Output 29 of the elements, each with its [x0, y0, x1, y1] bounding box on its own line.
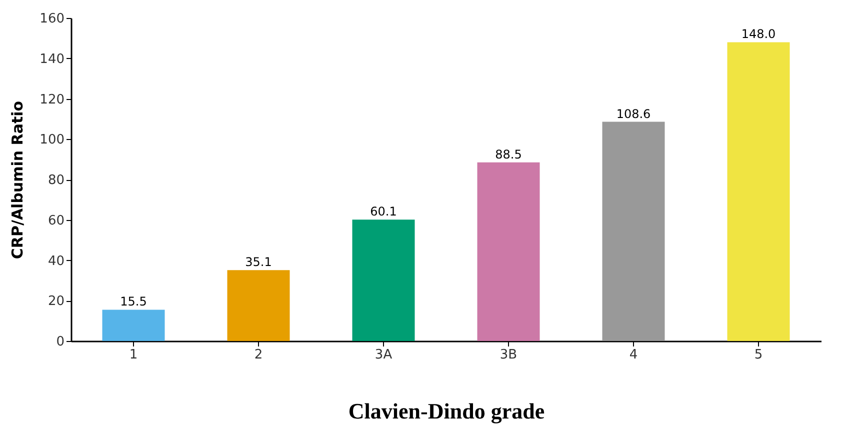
y-tick-label: 120 [40, 92, 64, 108]
bar [102, 310, 165, 341]
y-tick-label: 60 [48, 213, 64, 228]
y-tick-label: 140 [40, 52, 64, 67]
data-label: 35.1 [245, 255, 272, 270]
data-label: 108.6 [616, 106, 651, 121]
y-tick-label: 0 [56, 334, 64, 350]
y-tick-label: 20 [48, 294, 64, 310]
bar [477, 162, 540, 341]
data-label: 60.1 [370, 204, 397, 219]
data-label: 15.5 [120, 294, 147, 309]
x-tick-label: 4 [629, 348, 638, 362]
x-axis-title: Clavien-Dindo grade [348, 398, 545, 424]
x-tick-label: 1 [129, 348, 138, 362]
y-tick-label: 40 [48, 254, 64, 269]
data-label: 148.0 [741, 27, 776, 42]
bar [352, 220, 415, 341]
x-tick-label: 5 [754, 348, 763, 362]
y-axis-title: CRP/Albumin Ratio [8, 100, 27, 260]
y-tick-label: 80 [48, 173, 64, 188]
y-tick-label: 100 [40, 132, 64, 148]
x-tick-label: 3B [500, 348, 518, 362]
data-label: 88.5 [495, 147, 522, 162]
y-tick-label: 160 [40, 12, 64, 26]
bar [227, 270, 290, 341]
x-tick-label: 3A [374, 348, 392, 362]
bar [602, 122, 665, 341]
x-tick-label: 2 [254, 348, 263, 362]
bar [727, 42, 790, 341]
